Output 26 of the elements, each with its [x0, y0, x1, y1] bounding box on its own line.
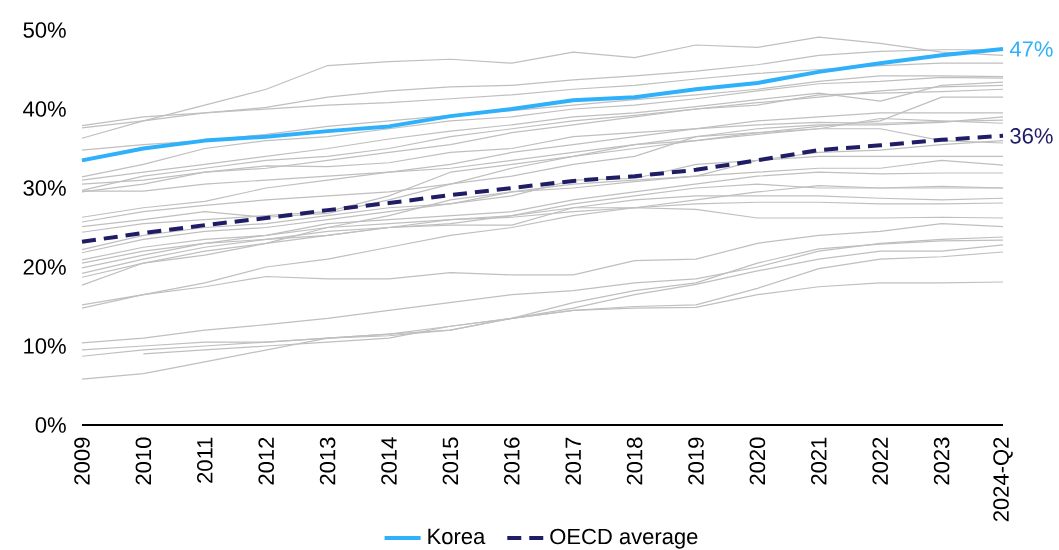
x-tick-label: 2020	[749, 437, 766, 485]
x-tick-label: 2024-Q2	[993, 437, 1013, 522]
y-tick-label: 0%	[35, 417, 66, 433]
x-tick-label: 2014	[381, 437, 397, 485]
x-tick-label: 2018	[626, 437, 643, 485]
y-tick-label: 20%	[23, 259, 66, 275]
y-tick-label: 40%	[23, 101, 66, 117]
annotation: 47%	[1009, 41, 1053, 57]
x-tick-label: 2015	[442, 437, 459, 485]
y-tick-label: 30%	[23, 180, 66, 196]
x-tick-label: 2023	[933, 437, 950, 485]
x-tick-label: 2017	[565, 437, 581, 485]
legend-label: OECD average	[550, 528, 698, 549]
x-tick-label: 2009	[74, 437, 90, 485]
legend-label: Korea	[428, 528, 486, 545]
x-tick-label: 2013	[319, 437, 336, 485]
x-tick-label: 2010	[135, 437, 152, 485]
x-tick-label: 2021	[811, 437, 827, 485]
annotation: 36%	[1010, 128, 1053, 144]
y-tick-label: 10%	[24, 338, 66, 354]
x-tick-label: 2012	[258, 437, 274, 485]
y-tick-label: 50%	[23, 22, 66, 38]
x-tick-label: 2011	[197, 437, 213, 483]
x-tick-label: 2022	[872, 437, 888, 485]
x-tick-label: 2016	[504, 437, 520, 485]
x-tick-label: 2019	[688, 437, 704, 485]
